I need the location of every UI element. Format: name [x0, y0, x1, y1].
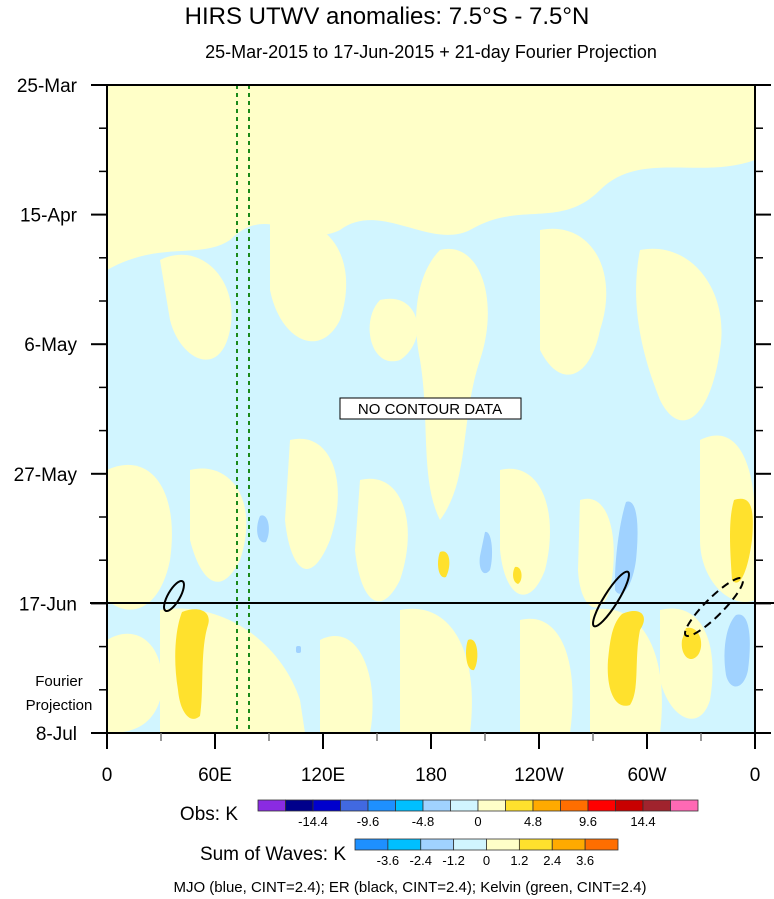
y-axis: 25-Mar 15-Apr 6-May 27-May 17-Jun 8-Jul — [14, 76, 771, 745]
colorbar-swatch — [340, 799, 369, 812]
colorbar-tick-label: 0 — [474, 814, 481, 829]
x-tick-label: 120E — [301, 765, 345, 786]
y-tick-label: 15-Apr — [20, 206, 78, 227]
no-contour-text: NO CONTOUR DATA — [358, 401, 502, 418]
chart-title: HIRS UTWV anomalies: 7.5°S - 7.5°N — [185, 3, 590, 30]
colorbar-swatch — [615, 799, 644, 812]
colorbar-swatch — [354, 838, 389, 851]
colorbar-tick-label: -2.4 — [410, 853, 432, 868]
colorbar-swatch — [505, 799, 534, 812]
colorbar-swatch — [670, 799, 699, 812]
x-tick-label: 60W — [627, 765, 666, 786]
sum-of-waves-colorbar: Sum of Waves: K -3.6 -2.4 -1.2 0 1.2 2.4 3.6 — [200, 838, 619, 868]
fourier-projection-label-2: Projection — [26, 697, 93, 714]
colorbar-swatch — [584, 838, 619, 851]
sum-of-waves-positive-regions — [175, 498, 753, 719]
x-tick-label: 180 — [415, 765, 447, 786]
x-axis: 0 60E 120E 180 120W 60W 0 — [102, 733, 761, 786]
colorbar-tick-label: -14.4 — [298, 814, 328, 829]
fourier-projection-label: Fourier — [35, 673, 83, 690]
colorbar-swatch — [453, 838, 487, 851]
colorbar-swatch — [367, 799, 396, 812]
colorbar-tick-label: 9.6 — [579, 814, 597, 829]
colorbar-swatch — [560, 799, 589, 812]
colorbar-tick-label: 1.2 — [510, 853, 528, 868]
y-tick-label: 17-Jun — [19, 594, 77, 615]
colorbar-swatch — [532, 799, 561, 812]
x-tick-label: 120W — [514, 765, 564, 786]
colorbar-swatch — [587, 799, 616, 812]
colorbar-swatch — [395, 799, 424, 812]
y-tick-label: 6-May — [24, 335, 77, 356]
no-contour-label: NO CONTOUR DATA — [339, 397, 522, 420]
colorbar-swatch — [257, 799, 286, 812]
colorbar-swatch — [422, 799, 451, 812]
x-tick-label: 0 — [102, 765, 113, 786]
colorbar-tick-label: 0 — [483, 853, 490, 868]
colorbar-label: Obs: K — [180, 804, 238, 825]
colorbar-swatch — [312, 799, 341, 812]
colorbar-tick-label: 4.8 — [524, 814, 542, 829]
colorbar-label: Sum of Waves: K — [200, 844, 346, 865]
colorbar-tick-label: -3.6 — [377, 853, 399, 868]
y-tick-label: 8-Jul — [36, 724, 77, 745]
y-tick-label: 25-Mar — [17, 76, 78, 97]
er-contour — [163, 579, 185, 613]
colorbar-tick-label: -4.8 — [412, 814, 434, 829]
colorbar-swatch — [420, 838, 455, 851]
colorbar-swatch — [450, 799, 479, 812]
colorbar-tick-label: 14.4 — [630, 814, 655, 829]
colorbar-swatch — [551, 838, 586, 851]
colorbar-tick-label: -9.6 — [357, 814, 379, 829]
colorbar-swatch — [285, 799, 314, 812]
colorbar-swatch — [477, 799, 506, 812]
colorbar-swatch — [387, 838, 422, 851]
colorbar-tick-label: 2.4 — [543, 853, 561, 868]
x-tick-label: 60E — [198, 765, 232, 786]
positive-anomaly-regions — [107, 85, 755, 733]
er-contour-negative — [684, 577, 744, 637]
x-tick-label: 0 — [750, 765, 761, 786]
sum-of-waves-negative-regions — [257, 501, 750, 687]
plot-field — [107, 85, 755, 733]
y-tick-label: 27-May — [14, 465, 78, 486]
colorbar-swatch — [518, 838, 553, 851]
colorbar-swatch — [486, 838, 520, 851]
colorbar-tick-label: 3.6 — [576, 853, 594, 868]
colorbar-tick-label: -1.2 — [442, 853, 464, 868]
obs-colorbar: Obs: K -14.4 -9.6 -4.8 0 4.8 9.6 14.4 — [180, 799, 699, 829]
footnote: MJO (blue, CINT=2.4); ER (black, CINT=2.… — [173, 879, 646, 896]
colorbar-swatch — [642, 799, 671, 812]
chart-subtitle: 25-Mar-2015 to 17-Jun-2015 + 21-day Four… — [205, 42, 657, 62]
